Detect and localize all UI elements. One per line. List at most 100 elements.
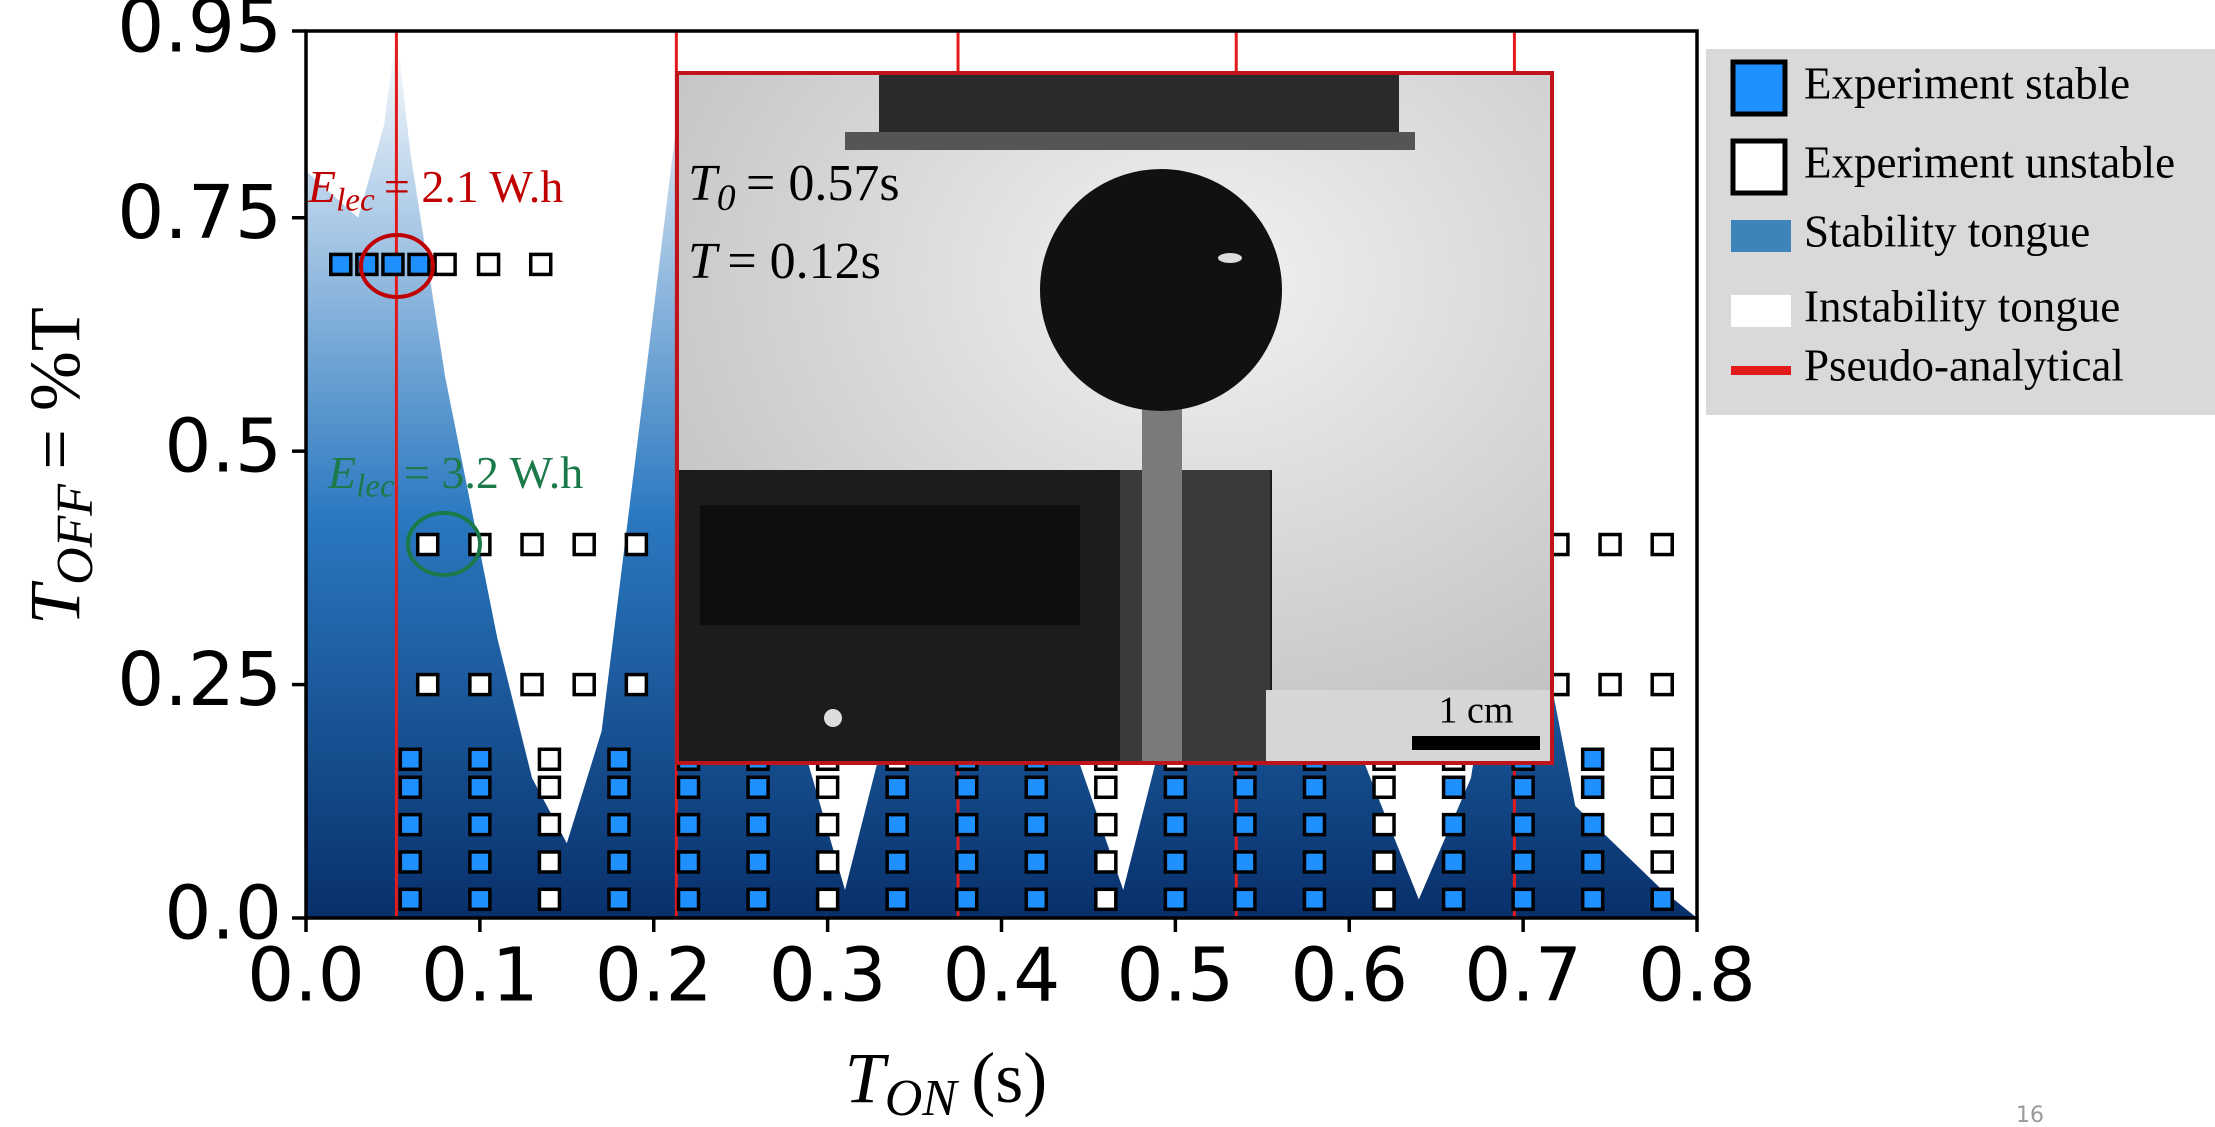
photo-stem bbox=[1142, 405, 1182, 763]
photo-floor bbox=[1266, 690, 1552, 763]
experiment-point bbox=[1650, 812, 1674, 837]
experiment-point bbox=[1094, 775, 1118, 800]
experiment-point bbox=[746, 812, 770, 837]
experiment-point bbox=[676, 850, 701, 874]
experiment-point bbox=[468, 812, 492, 837]
experiment-point bbox=[815, 812, 840, 837]
annotation-symbol: E bbox=[327, 447, 356, 498]
experiment-point bbox=[1580, 887, 1605, 912]
y-tick-label: 0.0 bbox=[164, 871, 282, 957]
experiment-point bbox=[468, 672, 492, 697]
experiment-point bbox=[468, 747, 492, 772]
experiment-point bbox=[476, 252, 501, 277]
experiment-point bbox=[1372, 812, 1396, 837]
experiment-point bbox=[1650, 850, 1674, 874]
experiment-point bbox=[468, 887, 492, 912]
experiment-point bbox=[1163, 812, 1188, 837]
x-axis-label-text: (s) bbox=[971, 1038, 1047, 1118]
experiment-point bbox=[1233, 775, 1257, 800]
experiment-point bbox=[1511, 812, 1535, 837]
experiment-point bbox=[676, 887, 701, 912]
x-axis-label-sub: ON bbox=[885, 1070, 959, 1127]
legend-label: Stability tongue bbox=[1804, 206, 2090, 256]
experiment-point bbox=[1094, 850, 1118, 874]
experiment-point bbox=[1598, 672, 1622, 697]
legend-swatch bbox=[1731, 220, 1791, 252]
inset: T0 = 0.57s T = 0.12s 1 cm bbox=[675, 71, 1554, 765]
experiment-point bbox=[520, 672, 544, 697]
experiment-point bbox=[1650, 672, 1674, 697]
experiment-point bbox=[398, 850, 423, 874]
photo-led bbox=[824, 709, 842, 727]
y-axis-label-text: = %T bbox=[15, 307, 95, 470]
experiment-point bbox=[954, 812, 979, 837]
annotation-circle bbox=[359, 233, 435, 299]
experiment-point bbox=[954, 887, 979, 912]
x-tick-label: 0.5 bbox=[1117, 933, 1235, 1019]
inset-label: T0 = 0.57s bbox=[688, 155, 900, 219]
experiment-point bbox=[1511, 850, 1535, 874]
inset-label-symbol: T bbox=[688, 233, 720, 290]
slide-number: 16 bbox=[2016, 1103, 2044, 1127]
y-axis-label: TOFF = %T bbox=[15, 307, 104, 625]
experiment-point bbox=[676, 812, 701, 837]
experiment-point bbox=[537, 775, 562, 800]
experiment-point bbox=[1302, 887, 1327, 912]
annotation-sub: lec bbox=[336, 181, 375, 218]
experiment-point bbox=[676, 775, 701, 800]
legend-label: Experiment unstable bbox=[1804, 137, 2175, 187]
experiment-point bbox=[1580, 812, 1605, 837]
x-tick-label: 0.6 bbox=[1290, 933, 1408, 1019]
experiment-point bbox=[1372, 775, 1396, 800]
experiment-point bbox=[1650, 775, 1674, 800]
legend-label: Pseudo-analytical bbox=[1804, 340, 2124, 390]
legend: Experiment stable Experiment unstable Stab… bbox=[1706, 49, 2215, 415]
experiment-point bbox=[1024, 812, 1049, 837]
experiment-point bbox=[624, 672, 649, 697]
scale-bar bbox=[1412, 736, 1540, 750]
experiment-point bbox=[1441, 887, 1466, 912]
experiment-point bbox=[1233, 850, 1257, 874]
experiment-point bbox=[607, 812, 631, 837]
experiment-point bbox=[1650, 887, 1674, 912]
experiment-point bbox=[1580, 850, 1605, 874]
experiment-point bbox=[1024, 850, 1049, 874]
experiment-point bbox=[468, 850, 492, 874]
experiment-point bbox=[1163, 887, 1188, 912]
axes-layer: 0.0 0.1 0.2 0.3 0.4 0.5 0.6 0.7 0.8 0.0 0.25 0.5 0.7… bbox=[15, 0, 1756, 1127]
legend-swatch bbox=[1731, 366, 1791, 375]
scale-bar-label: 1 cm bbox=[1439, 690, 1514, 732]
photo-plate-edge bbox=[845, 132, 1415, 150]
experiment-point bbox=[1650, 747, 1674, 772]
experiment-point bbox=[572, 532, 596, 557]
x-tick-label: 0.2 bbox=[595, 933, 713, 1019]
experiment-point bbox=[885, 775, 909, 800]
experiment-point bbox=[433, 252, 457, 277]
experiment-point bbox=[1094, 887, 1118, 912]
y-tick-label: 0.75 bbox=[117, 170, 282, 256]
experiment-point bbox=[1094, 812, 1118, 837]
annotation-text: = 2.1 W.h bbox=[384, 161, 563, 212]
experiment-point bbox=[398, 747, 423, 772]
experiment-point bbox=[1233, 887, 1257, 912]
inset-label-text: = 0.57s bbox=[746, 155, 900, 212]
annotation-sub: lec bbox=[356, 467, 395, 504]
experiment-point bbox=[1650, 532, 1674, 557]
annotation-circle bbox=[406, 511, 482, 577]
experiment-point bbox=[746, 850, 770, 874]
experiment-point bbox=[1372, 887, 1396, 912]
x-axis-label: TON (s) bbox=[845, 1038, 1047, 1127]
experiment-point bbox=[1233, 812, 1257, 837]
inset-label-text: = 0.12s bbox=[727, 233, 881, 290]
photo-sphere bbox=[1040, 169, 1282, 411]
x-tick-label: 0.3 bbox=[769, 933, 887, 1019]
experiment-point bbox=[468, 775, 492, 800]
annotation-symbol: E bbox=[307, 161, 336, 212]
y-axis-label-sub: OFF bbox=[47, 483, 104, 585]
experiment-point bbox=[885, 812, 909, 837]
experiment-point bbox=[885, 850, 909, 874]
photo-top-plate bbox=[879, 73, 1399, 135]
experiment-point bbox=[815, 775, 840, 800]
photo-highlight bbox=[1218, 253, 1242, 263]
